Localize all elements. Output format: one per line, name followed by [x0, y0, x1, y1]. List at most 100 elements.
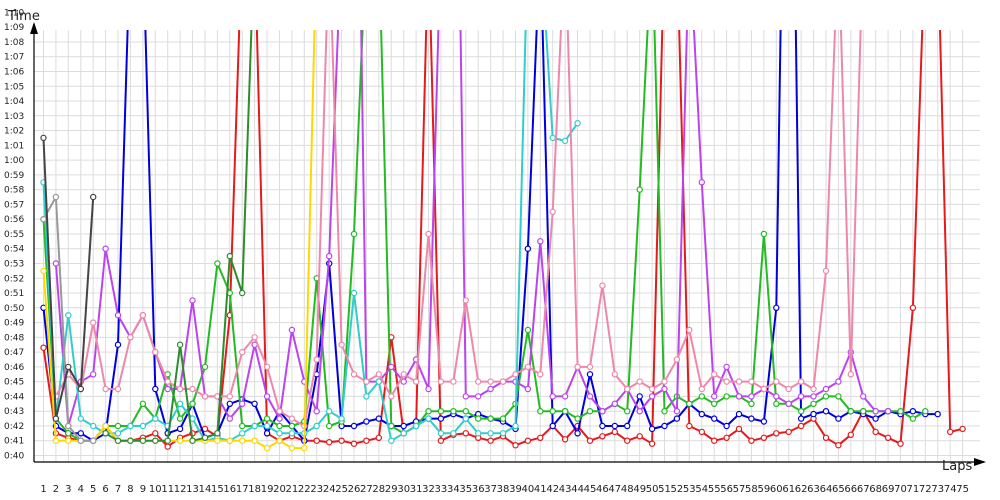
- data-point: [760, 230, 768, 238]
- data-point: [748, 393, 755, 400]
- data-point: [437, 408, 445, 415]
- data-point: [723, 363, 730, 371]
- x-axis-arrow: [974, 458, 986, 466]
- data-point: [835, 415, 842, 422]
- data-point: [624, 408, 631, 415]
- y-tick-label: 0:44: [4, 392, 24, 402]
- x-axis-label: Laps: [942, 459, 972, 474]
- series-10: [102, 0, 254, 444]
- data-point: [673, 408, 681, 415]
- data-point: [350, 230, 358, 238]
- series-9: [40, 134, 97, 422]
- x-tick-label: 27: [360, 484, 373, 495]
- x-tick-label: 15: [211, 484, 224, 495]
- data-point: [487, 385, 494, 393]
- x-tick-label: 46: [596, 484, 609, 495]
- data-point: [624, 422, 631, 430]
- data-point: [102, 422, 109, 430]
- y-tick-label: 0:56: [4, 215, 24, 225]
- data-point: [748, 378, 755, 385]
- data-point: [773, 378, 780, 385]
- data-point: [412, 378, 420, 385]
- data-point: [934, 410, 941, 418]
- data-point: [735, 378, 743, 385]
- x-tick-label: 1: [40, 484, 46, 495]
- data-point: [425, 230, 432, 238]
- data-point: [102, 385, 109, 393]
- data-point: [400, 378, 407, 385]
- x-tick-label: 38: [497, 484, 510, 495]
- x-tick-label: 47: [608, 484, 621, 495]
- y-tick-label: 1:00: [4, 156, 24, 166]
- data-point: [822, 393, 830, 400]
- data-point: [835, 393, 842, 400]
- data-point: [437, 378, 445, 385]
- data-point: [822, 385, 830, 393]
- data-point: [524, 363, 532, 371]
- data-point: [400, 371, 407, 378]
- x-tick-label: 4: [78, 484, 84, 495]
- x-tick-label: 5: [90, 484, 96, 495]
- x-tick-label: 13: [186, 484, 199, 495]
- y-axis-arrow: [30, 22, 38, 34]
- data-point: [127, 422, 134, 430]
- data-point: [350, 440, 358, 447]
- series-8: [40, 193, 97, 444]
- x-tick-label: 60: [770, 484, 783, 495]
- x-tick-label: 11: [161, 484, 174, 495]
- x-tick-label: 18: [248, 484, 261, 495]
- x-tick-label: 44: [571, 484, 584, 495]
- x-tick-label: 53: [683, 484, 696, 495]
- data-point: [549, 408, 556, 415]
- data-point: [686, 326, 693, 334]
- y-tick-label: 1:06: [4, 68, 24, 78]
- data-point: [276, 437, 283, 444]
- y-tick-label: 0:45: [4, 378, 24, 388]
- data-point: [77, 430, 85, 437]
- series-3: [40, 0, 929, 444]
- x-tick-label: 39: [509, 484, 522, 495]
- data-point: [797, 422, 805, 430]
- x-tick-label: 63: [807, 484, 820, 495]
- data-point: [797, 408, 805, 415]
- data-point: [114, 385, 122, 393]
- data-point: [549, 422, 556, 430]
- data-point: [549, 134, 556, 142]
- data-point: [872, 408, 879, 415]
- y-tick-label: 0:49: [4, 319, 24, 329]
- data-point: [226, 393, 233, 400]
- data-point: [388, 437, 395, 444]
- data-point: [773, 393, 780, 400]
- data-point: [251, 422, 258, 430]
- data-point: [648, 425, 656, 433]
- data-point: [748, 400, 755, 407]
- y-tick-label: 0:53: [4, 260, 24, 270]
- data-point: [698, 393, 706, 400]
- y-tick-label: 1:08: [4, 38, 24, 48]
- x-tick-label: 24: [323, 484, 336, 495]
- series-5: [40, 0, 581, 444]
- data-point: [586, 437, 594, 444]
- data-point: [164, 378, 171, 385]
- data-point: [313, 408, 320, 415]
- x-tick-label: 72: [919, 484, 932, 495]
- y-tick-label: 1:05: [4, 82, 24, 92]
- data-point: [114, 341, 122, 348]
- data-point: [711, 400, 718, 407]
- data-point: [363, 418, 370, 425]
- data-point: [77, 385, 85, 393]
- data-point: [959, 425, 966, 433]
- data-point: [711, 371, 718, 378]
- data-point: [189, 297, 196, 304]
- data-point: [561, 408, 569, 415]
- x-tick-label: 20: [273, 484, 286, 495]
- data-point: [363, 437, 370, 444]
- data-point: [524, 245, 532, 252]
- data-point: [288, 415, 296, 422]
- data-point: [723, 422, 730, 430]
- data-point: [288, 326, 296, 334]
- data-point: [288, 422, 296, 430]
- data-point: [624, 437, 631, 444]
- data-point: [52, 437, 60, 444]
